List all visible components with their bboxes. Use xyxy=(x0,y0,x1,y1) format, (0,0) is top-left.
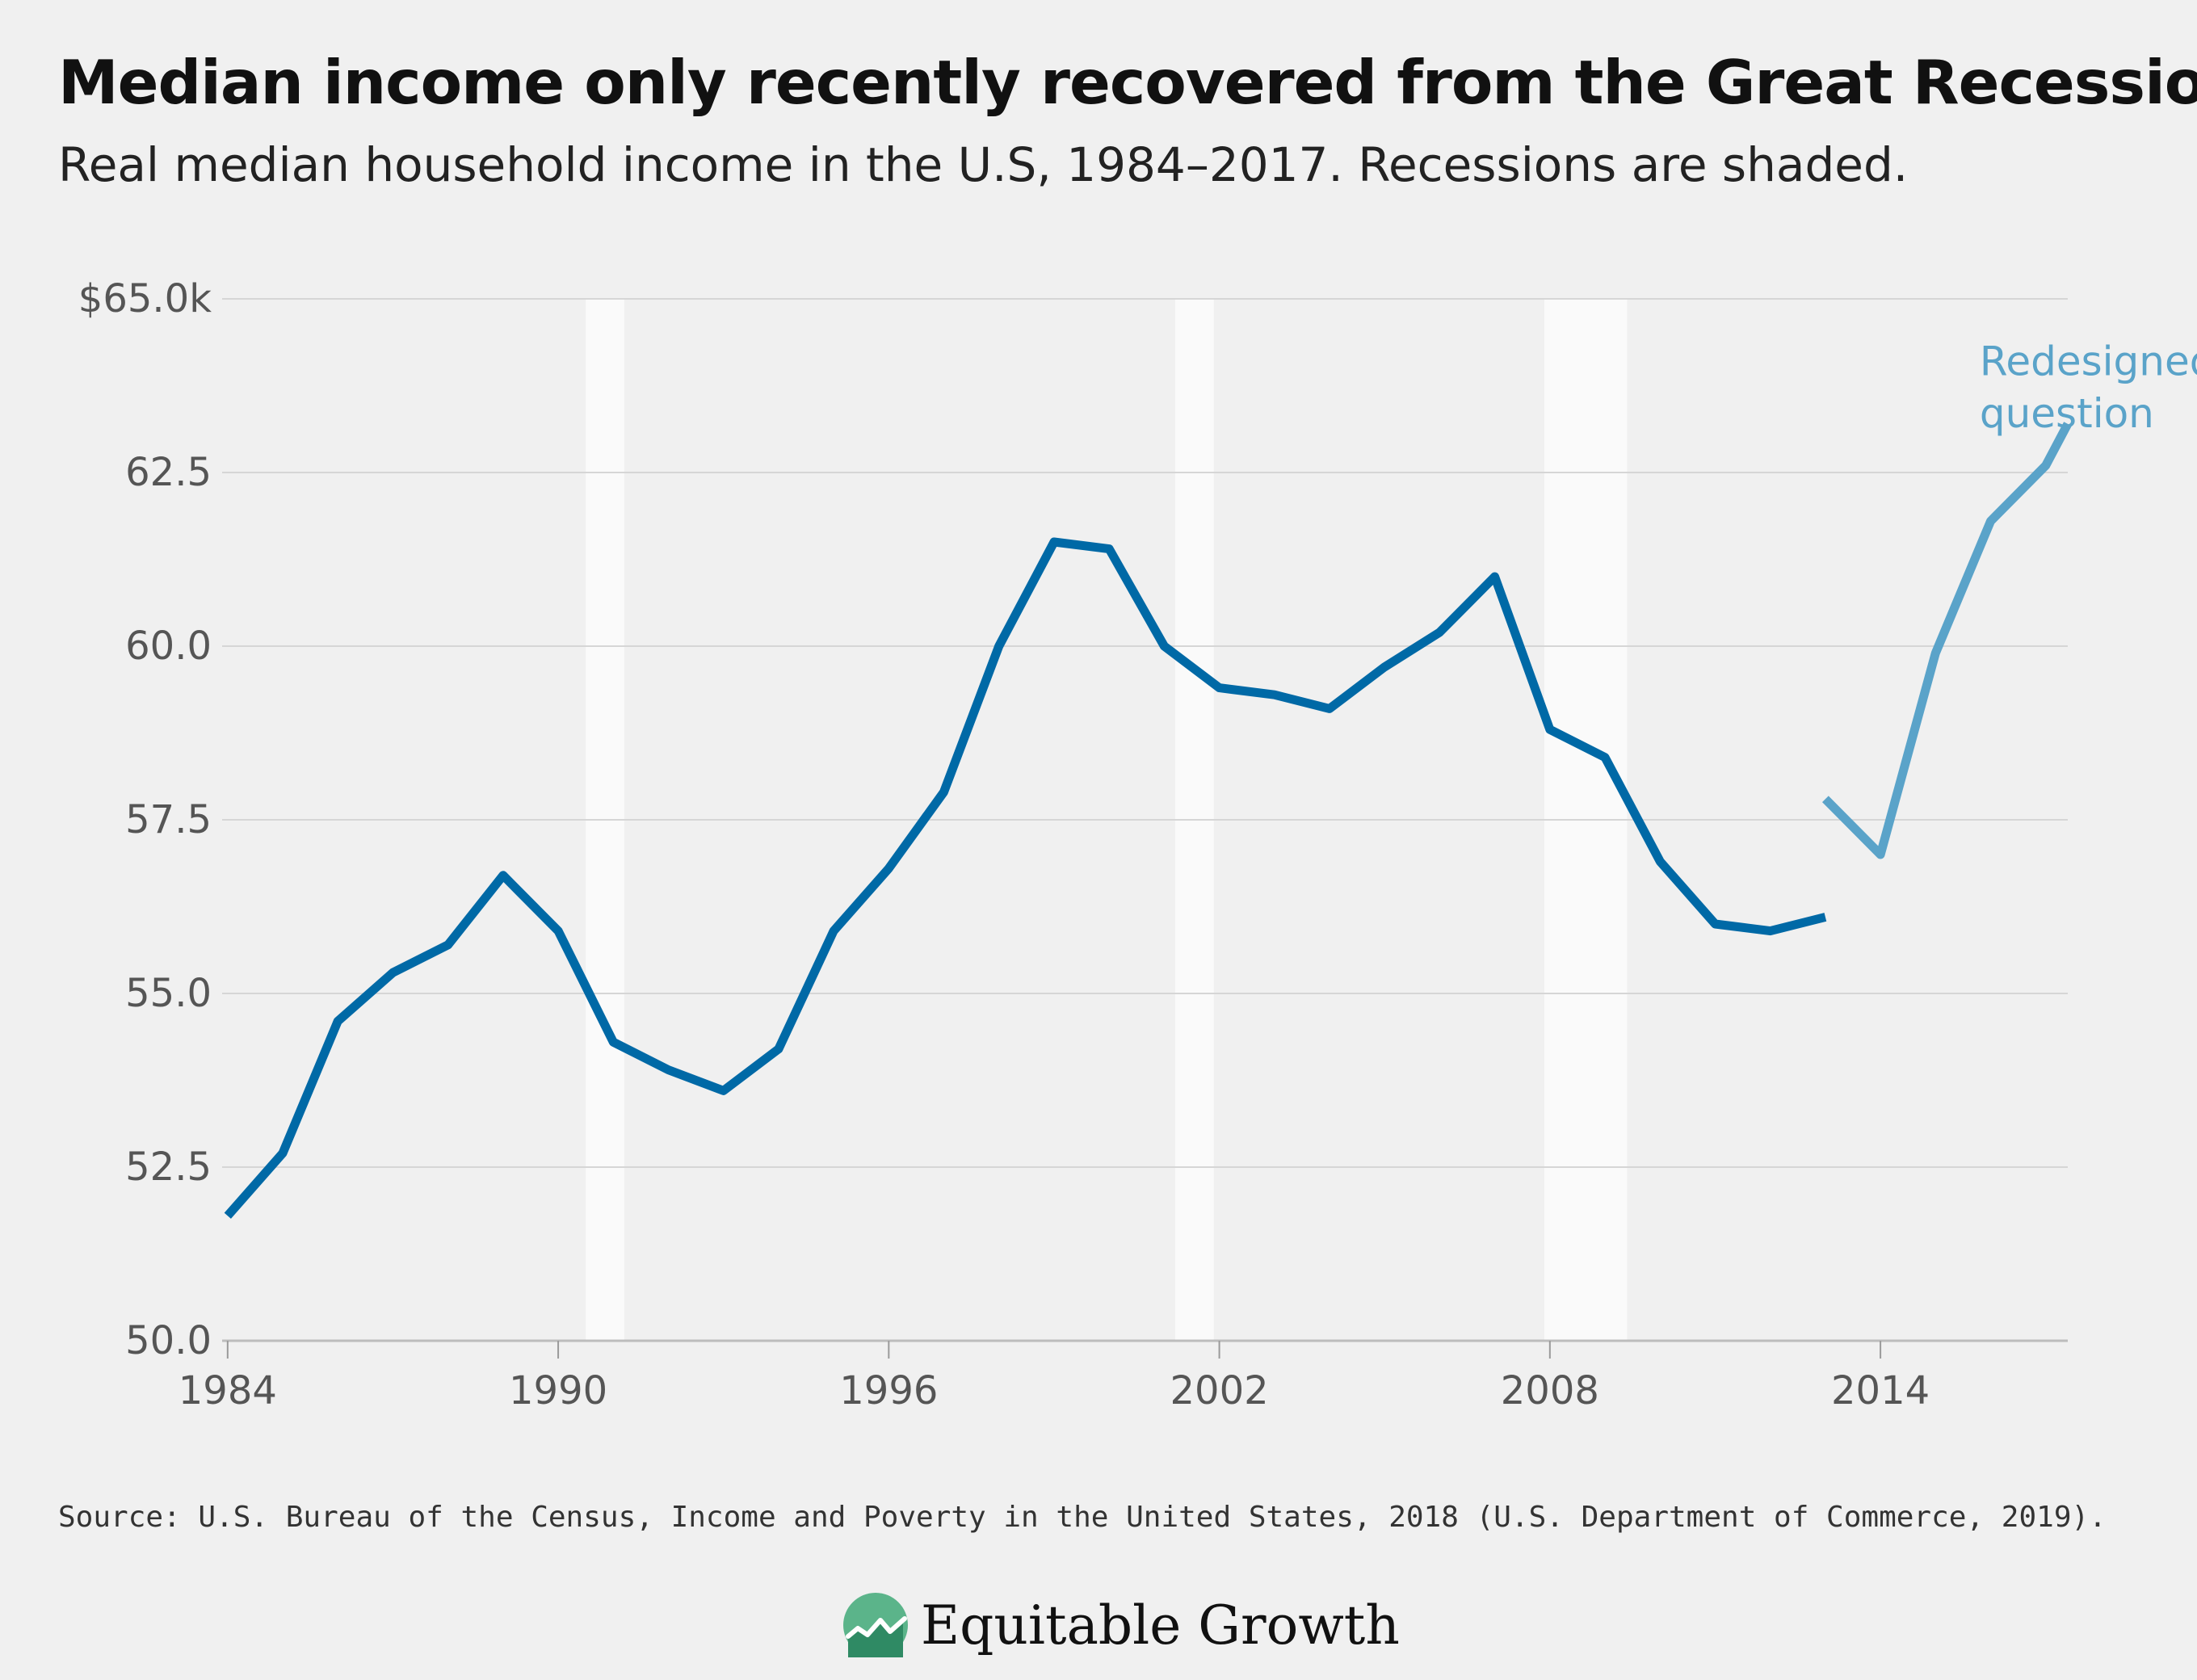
data-point xyxy=(833,930,834,932)
data-point xyxy=(557,930,559,932)
data-point xyxy=(1549,729,1551,730)
data-point xyxy=(1274,694,1275,695)
data-point xyxy=(778,1048,779,1050)
data-point xyxy=(337,1020,338,1022)
data-point xyxy=(1825,916,1826,918)
line-chart: 50.0 52.5 55.0 57.5 60.0 62.5 $65.0k 1984 1990 19… xyxy=(78,276,2197,1413)
data-point xyxy=(447,944,449,946)
data-point xyxy=(1934,653,1936,654)
series-line-income xyxy=(224,537,1827,1219)
data-point xyxy=(1825,798,1826,800)
y-tick-label: 55.0 xyxy=(125,971,212,1016)
data-point xyxy=(1990,520,1992,522)
data-point xyxy=(1714,923,1716,925)
y-tick-label: 62.5 xyxy=(125,450,212,495)
y-tick-label: 52.5 xyxy=(125,1144,212,1190)
data-point xyxy=(1163,645,1165,647)
y-tick-label: $65.0k xyxy=(78,276,212,321)
source-note: Source: U.S. Bureau of the Census, Incom… xyxy=(58,1501,2107,1534)
data-point xyxy=(1329,708,1330,709)
chart-title: Median income only recently recovered fr… xyxy=(58,47,2197,118)
data-point xyxy=(282,1153,284,1154)
x-tick-label: 1996 xyxy=(839,1368,938,1413)
data-point xyxy=(1494,576,1496,578)
logo-text: Equitable Growth xyxy=(921,1594,1400,1657)
data-point xyxy=(888,867,889,869)
data-point xyxy=(1219,687,1220,689)
data-point xyxy=(227,1215,229,1216)
x-tick-label: 2008 xyxy=(1501,1368,1599,1413)
data-point xyxy=(502,875,504,876)
data-point xyxy=(1770,930,1771,932)
data-point xyxy=(1880,854,1881,855)
annotation-label: Redesigned income xyxy=(1980,338,2197,385)
data-point xyxy=(1439,632,1440,633)
y-tick-label: 57.5 xyxy=(125,797,212,842)
x-tick-label: 1984 xyxy=(179,1368,277,1413)
data-point xyxy=(392,972,393,973)
data-point xyxy=(998,645,1000,647)
data-point xyxy=(723,1090,725,1091)
chart-subtitle: Real median household income in the U.S,… xyxy=(58,137,1909,192)
data-point xyxy=(1384,666,1385,668)
x-tick-label: 2014 xyxy=(1831,1368,1930,1413)
y-tick-label: 60.0 xyxy=(125,624,212,669)
data-point xyxy=(943,792,945,793)
data-point xyxy=(2045,464,2047,466)
data-point xyxy=(1053,541,1055,543)
series-line-redesigned xyxy=(1821,422,2072,859)
x-tick-label: 2002 xyxy=(1170,1368,1269,1413)
data-point xyxy=(1108,548,1110,550)
trend-line-circle-icon xyxy=(843,1593,908,1657)
data-point xyxy=(1604,757,1606,758)
data-point xyxy=(612,1041,614,1043)
publisher-logo: Equitable Growth xyxy=(840,1590,1400,1661)
data-point xyxy=(667,1069,669,1071)
x-tick-label: 1990 xyxy=(509,1368,607,1413)
data-point xyxy=(1659,861,1661,863)
y-tick-label: 50.0 xyxy=(125,1318,212,1363)
annotation-label: question xyxy=(1980,390,2154,437)
